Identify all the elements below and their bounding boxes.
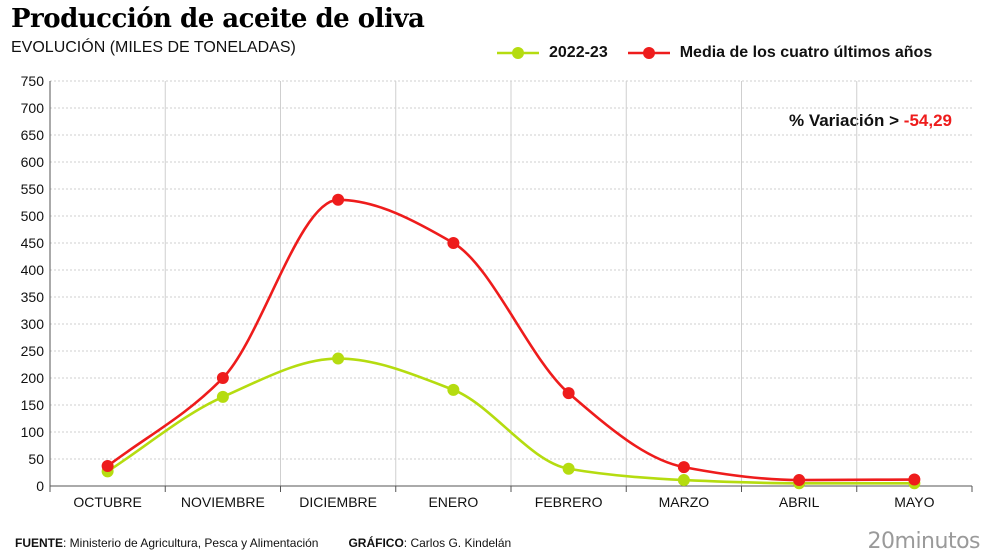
y-tick-label: 150 xyxy=(21,397,45,413)
y-tick-label: 350 xyxy=(21,289,45,305)
legend-item-2022-23: 2022-23 xyxy=(497,44,608,62)
data-point-2022-23 xyxy=(562,462,575,475)
author-text: : Carlos G. Kindelán xyxy=(403,536,512,550)
brand-logo: 20minutos xyxy=(867,529,981,554)
data-point-2022-23 xyxy=(332,352,345,365)
axes: 0 50 100 150 200 250 300 350 400 450 500 550 600 650 7… xyxy=(21,73,973,510)
variation-value: -54,29 xyxy=(903,111,952,130)
y-tick-label: 750 xyxy=(21,73,45,89)
data-point-media xyxy=(447,237,460,249)
series-line-media xyxy=(106,198,915,482)
legend-swatch-media xyxy=(627,47,670,59)
x-tick-label: MARZO xyxy=(659,494,710,510)
y-tick-label: 550 xyxy=(21,181,45,197)
legend-label-media: Media de los cuatro últimos años xyxy=(679,44,933,61)
y-tick-label: 400 xyxy=(21,262,45,278)
y-tick-label: 650 xyxy=(21,127,45,143)
source-text: : Ministerio de Agricultura, Pesca y Ali… xyxy=(63,536,319,550)
y-tick-label: 600 xyxy=(21,154,45,170)
data-point-media xyxy=(562,387,575,400)
y-tick-label: 50 xyxy=(28,451,44,467)
series-line-2022-23 xyxy=(106,357,915,485)
data-point-media xyxy=(332,193,345,206)
x-tick-label: ABRIL xyxy=(779,494,820,510)
y-tick-label: 700 xyxy=(21,100,45,116)
data-point-2022-23 xyxy=(677,474,690,487)
x-tick-label: ENERO xyxy=(428,494,478,510)
y-tick-label: 0 xyxy=(36,478,44,494)
y-tick-label: 300 xyxy=(21,316,45,332)
footer: FUENTE: Ministerio de Agricultura, Pesca… xyxy=(15,536,511,550)
y-tick-label: 250 xyxy=(21,343,45,359)
legend-label-2022-23: 2022-23 xyxy=(549,44,608,61)
grid xyxy=(50,80,972,486)
legend: 2022-23 Media de los cuatro últimos años xyxy=(497,44,932,62)
x-tick-label: OCTUBRE xyxy=(73,494,141,510)
data-point-media xyxy=(793,474,806,487)
data-points xyxy=(101,193,921,490)
x-tick-label: FEBRERO xyxy=(535,494,603,510)
y-tick-label: 200 xyxy=(21,370,45,386)
chart-subtitle: EVOLUCIÓN (MILES DE TONELADAS) xyxy=(11,39,296,56)
series xyxy=(106,198,915,485)
source-label: FUENTE xyxy=(15,536,63,550)
x-tick-label: NOVIEMBRE xyxy=(181,494,265,510)
data-point-media xyxy=(101,460,114,473)
legend-swatch-2022-23 xyxy=(497,47,539,59)
variation-annotation: % Variación > -54,29 xyxy=(789,111,952,131)
data-point-media xyxy=(216,372,229,384)
x-tick-label: MAYO xyxy=(894,494,934,510)
y-tick-label: 450 xyxy=(21,235,45,251)
x-tick-label: DICIEMBRE xyxy=(299,494,377,510)
legend-item-media: Media de los cuatro últimos años xyxy=(627,44,933,62)
y-tick-label: 100 xyxy=(21,424,45,440)
data-point-2022-23 xyxy=(216,390,229,403)
data-point-media xyxy=(677,461,690,474)
y-tick-label: 500 xyxy=(21,208,45,224)
variation-label: % Variación > xyxy=(788,111,904,130)
data-point-2022-23 xyxy=(447,383,460,396)
data-point-media xyxy=(908,473,921,486)
author-label: GRÁFICO xyxy=(348,536,404,550)
chart-title: Producción de aceite de oliva xyxy=(11,4,425,34)
